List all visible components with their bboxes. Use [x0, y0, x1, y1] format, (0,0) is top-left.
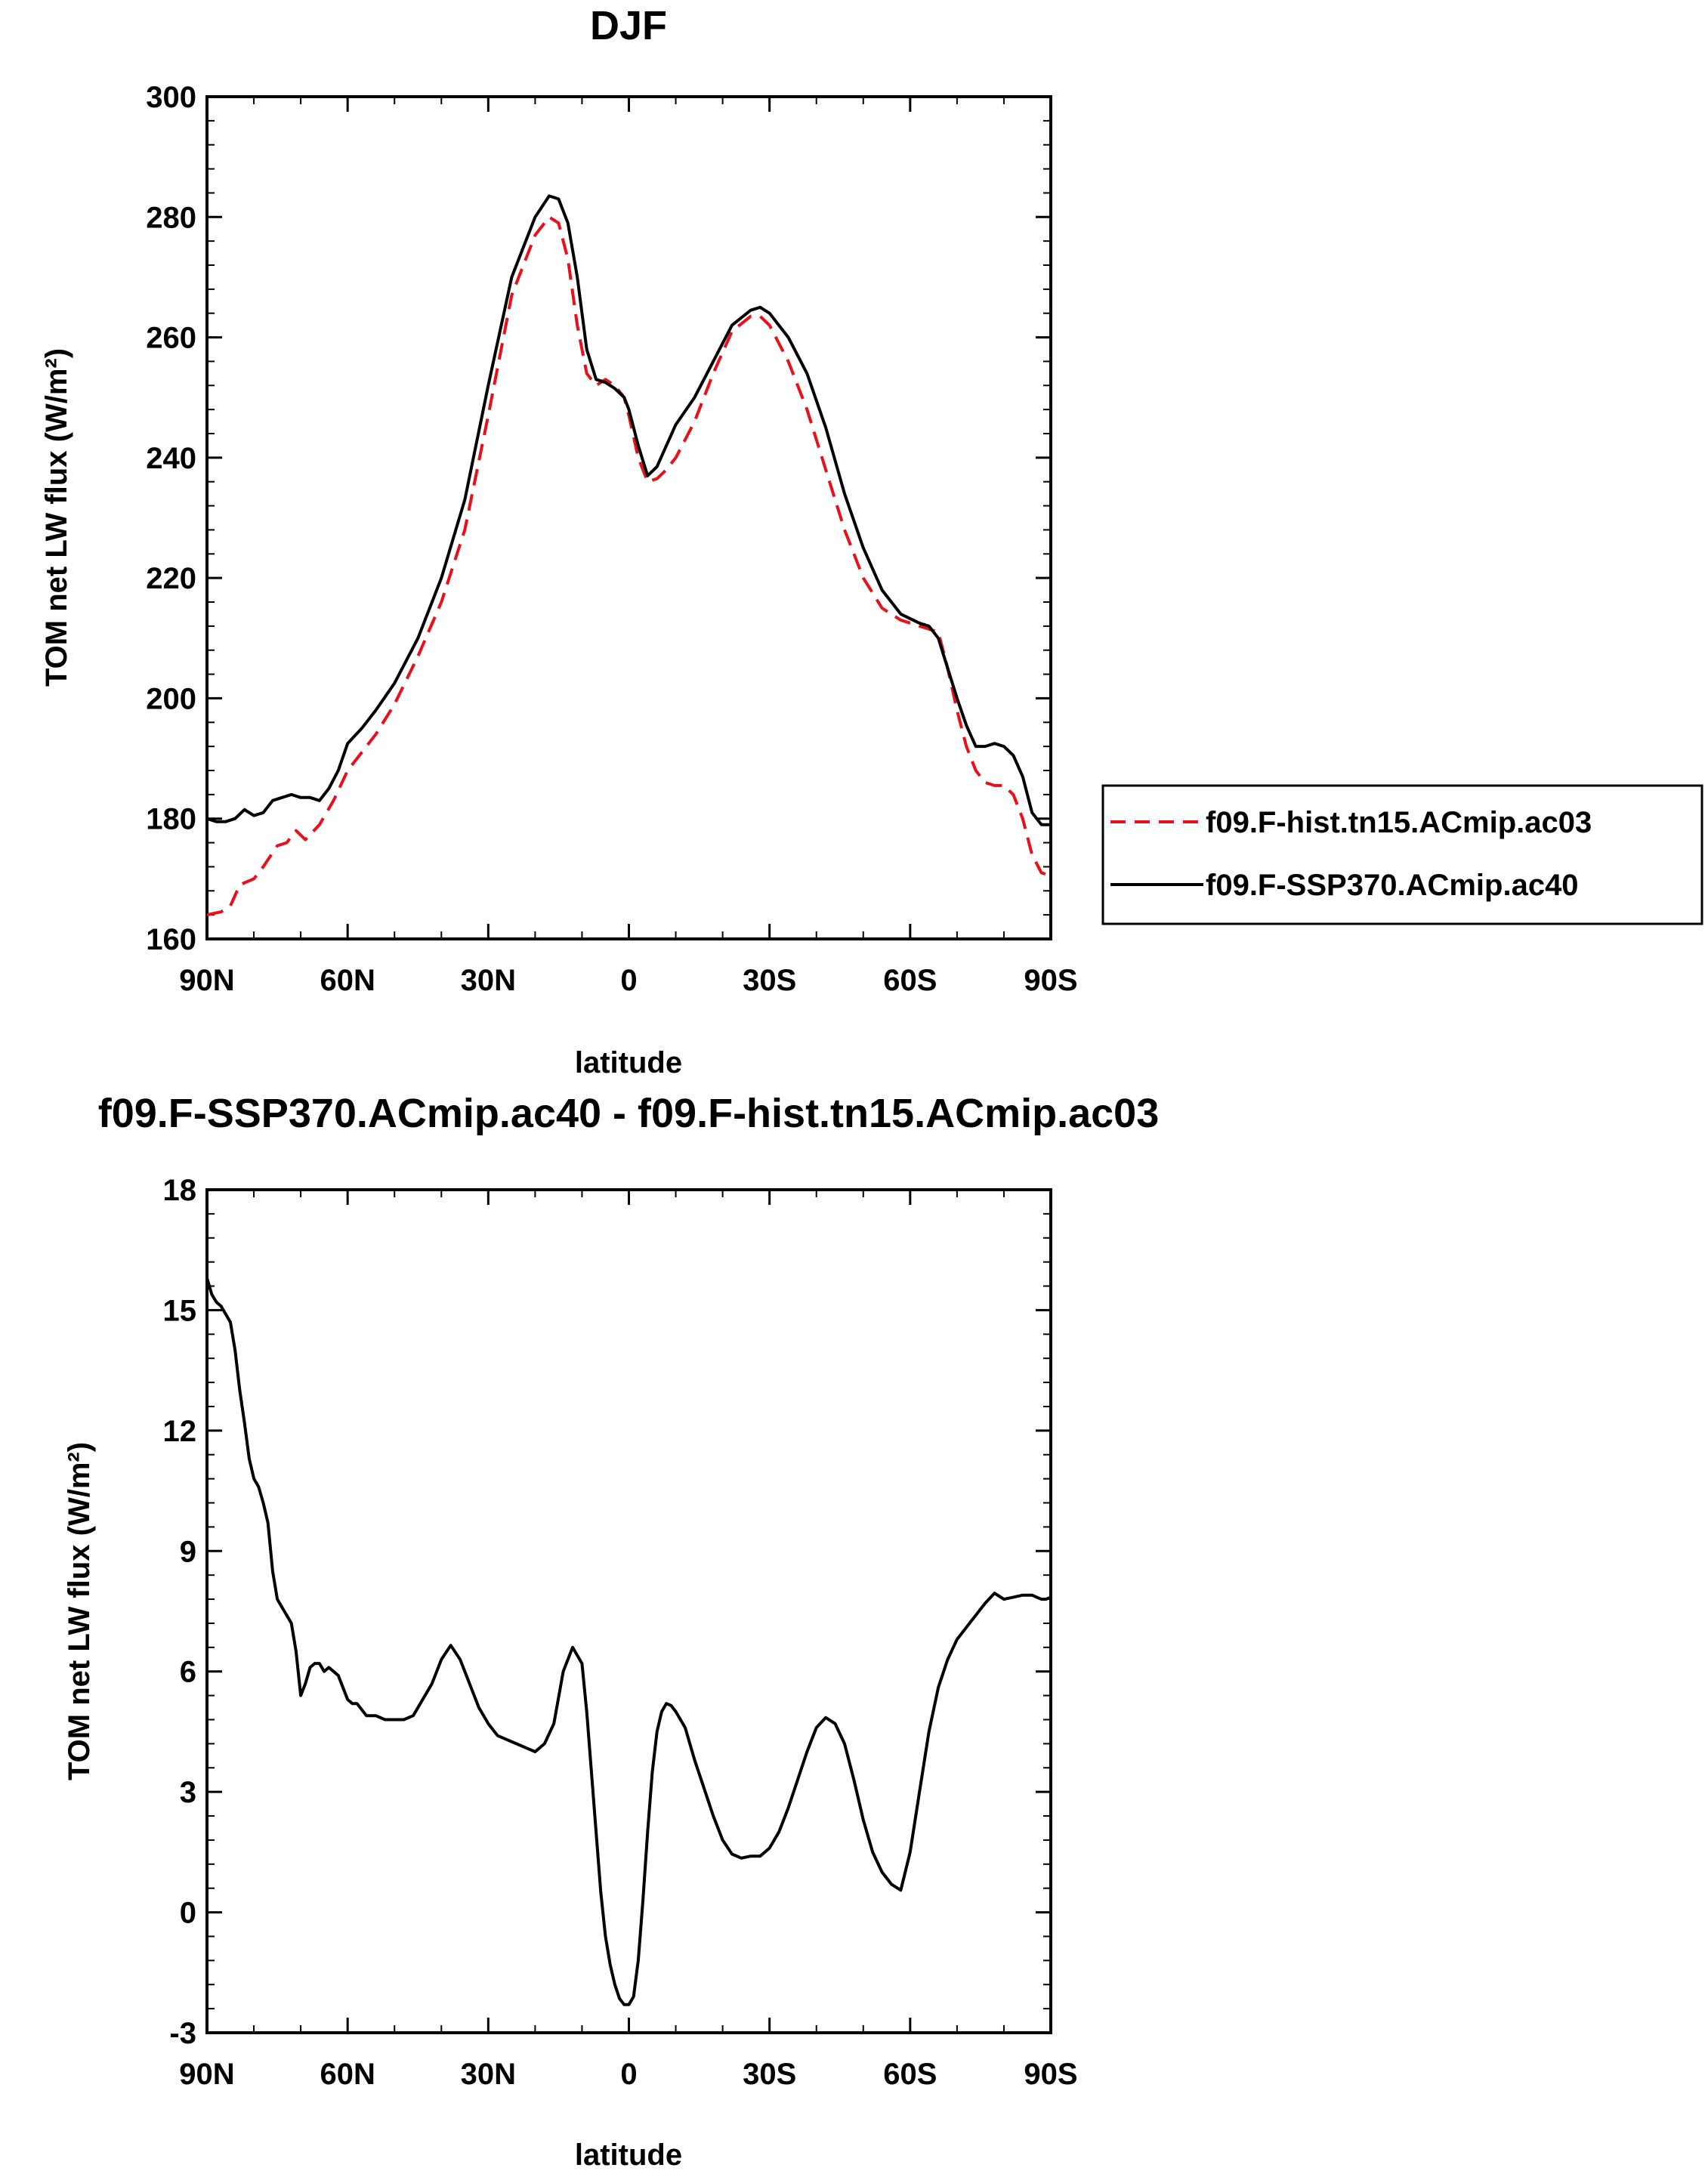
bottom-y-axis-label: TOM net LW flux (W/m²)	[63, 1442, 96, 1780]
top-y-axis-label: TOM net LW flux (W/m²)	[40, 348, 73, 687]
bottom-y-tick-label: 0	[180, 1897, 196, 1930]
bottom-y-tick-label: -3	[169, 2017, 196, 2050]
top-x-tick-label: 90S	[1024, 964, 1077, 997]
top-y-tick-label: 200	[146, 682, 196, 715]
top-x-tick-label: 60N	[320, 964, 375, 997]
bottom-x-tick-label: 60N	[320, 2058, 375, 2091]
top-y-tick-label: 240	[146, 442, 196, 475]
bottom-y-tick-label: 3	[180, 1776, 196, 1809]
bottom-x-tick-label: 0	[620, 2058, 637, 2091]
top-y-tick-label: 280	[146, 201, 196, 234]
top-y-tick-label: 160	[146, 923, 196, 956]
bottom-x-tick-label: 90N	[179, 2058, 234, 2091]
legend-label-ssp370: f09.F-SSP370.ACmip.ac40	[1206, 869, 1579, 902]
top-series-line-1	[206, 194, 1051, 826]
bottom-y-tick-label: 15	[163, 1294, 197, 1327]
bottom-x-tick-label: 90S	[1024, 2058, 1077, 2091]
bottom-x-tick-label: 60S	[883, 2058, 937, 2091]
bottom-chart-title: f09.F-SSP370.ACmip.ac40 - f09.F-hist.tn1…	[98, 1091, 1159, 1136]
top-y-tick-label: 180	[146, 803, 196, 836]
bottom-x-tick-label: 30N	[461, 2058, 516, 2091]
bottom-y-tick-label: 18	[163, 1174, 197, 1207]
bottom-y-tick-label: 12	[163, 1415, 197, 1448]
bottom-x-tick-label: 30S	[743, 2058, 796, 2091]
top-y-tick-label: 220	[146, 562, 196, 595]
bottom-x-axis-label: latitude	[575, 2138, 682, 2172]
top-x-tick-label: 0	[620, 964, 637, 997]
top-series-line-0	[206, 215, 1052, 917]
top-x-tick-label: 60S	[883, 964, 937, 997]
bottom-panel: f09.F-SSP370.ACmip.ac40 - f09.F-hist.tn1…	[63, 1091, 1159, 2172]
top-panel: DJF 90N 60N 30N 0 30S 60S 90S 160 180 200 220 240 26…	[40, 3, 1703, 1079]
bottom-series-line-0	[205, 1277, 1052, 2006]
legend-label-hist: f09.F-hist.tn15.ACmip.ac03	[1206, 806, 1592, 839]
bottom-y-tick-label: 6	[180, 1656, 196, 1689]
legend-box	[1101, 784, 1703, 925]
top-x-tick-label: 30N	[461, 964, 516, 997]
bottom-y-tick-label: 9	[180, 1535, 196, 1568]
top-plot-frame	[205, 95, 1052, 940]
top-chart-title: DJF	[590, 3, 667, 48]
top-y-tick-label: 260	[146, 322, 196, 355]
top-y-tick-label: 300	[146, 81, 196, 114]
top-x-tick-label: 30S	[743, 964, 796, 997]
top-x-axis-label: latitude	[575, 1046, 682, 1079]
top-x-tick-label: 90N	[179, 964, 234, 997]
bottom-plot-frame	[205, 1188, 1052, 2034]
legend: f09.F-hist.tn15.ACmip.ac03 f09.F-SSP370.…	[1101, 784, 1703, 925]
